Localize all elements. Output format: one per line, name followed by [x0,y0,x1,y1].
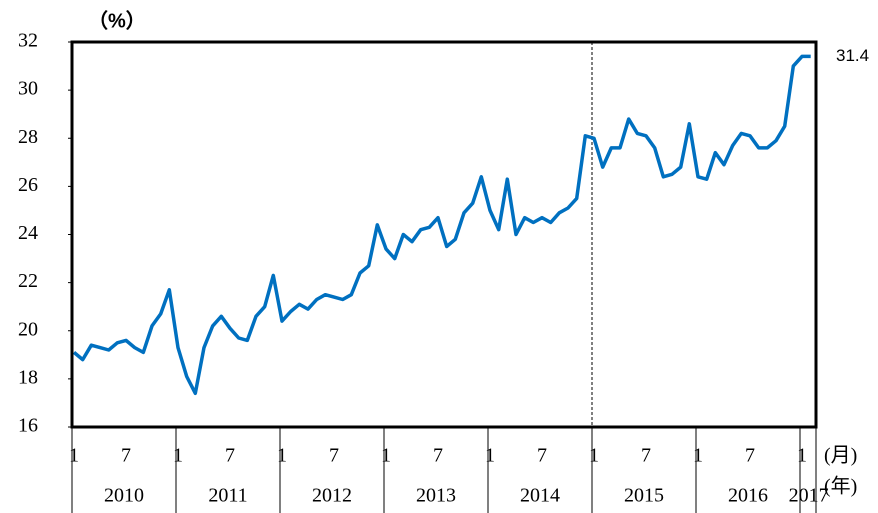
x-tick-label: 7 [433,445,443,467]
y-tick-label: 18 [18,366,38,388]
y-tick-label: 28 [18,126,38,148]
year-label: 2015 [624,485,664,507]
x-tick-label: 7 [537,445,547,467]
x-tick-label: 7 [121,445,131,467]
x-tick-label: 1 [173,445,183,467]
x-unit-year: (年) [824,475,857,498]
y-tick-label: 24 [18,222,38,244]
x-tick-label: 1 [797,445,807,467]
y-tick-label: 26 [18,174,38,196]
year-label: 2016 [728,485,768,507]
x-tick-label: 7 [641,445,651,467]
x-tick-label: 1 [485,445,495,467]
end-value-label: 31.4 [836,46,869,65]
year-label: 2012 [312,485,352,507]
year-label: 2010 [104,485,144,507]
year-label: 2014 [520,485,560,507]
x-tick-label: 1 [69,445,79,467]
year-label: 2017 [789,485,829,507]
y-tick-label: 20 [18,318,38,340]
year-label: 2013 [416,485,456,507]
x-tick-label: 1 [381,445,391,467]
plot-frame [70,40,818,429]
y-tick-label: 16 [18,415,38,437]
y-axis-label: （%） [88,9,146,32]
y-tick-label: 32 [18,30,38,52]
x-tick-label: 1 [589,445,599,467]
y-tick-label: 22 [18,270,38,292]
x-unit-month: (月) [824,445,857,467]
data-line [72,54,811,396]
y-tick-label: 30 [18,78,38,100]
x-tick-label: 7 [329,445,339,467]
year-label: 2011 [208,485,247,507]
x-tick-label: 1 [277,445,287,467]
x-tick-label: 7 [225,445,235,467]
x-tick-label: 7 [745,445,755,467]
x-tick-label: 1 [693,445,703,467]
